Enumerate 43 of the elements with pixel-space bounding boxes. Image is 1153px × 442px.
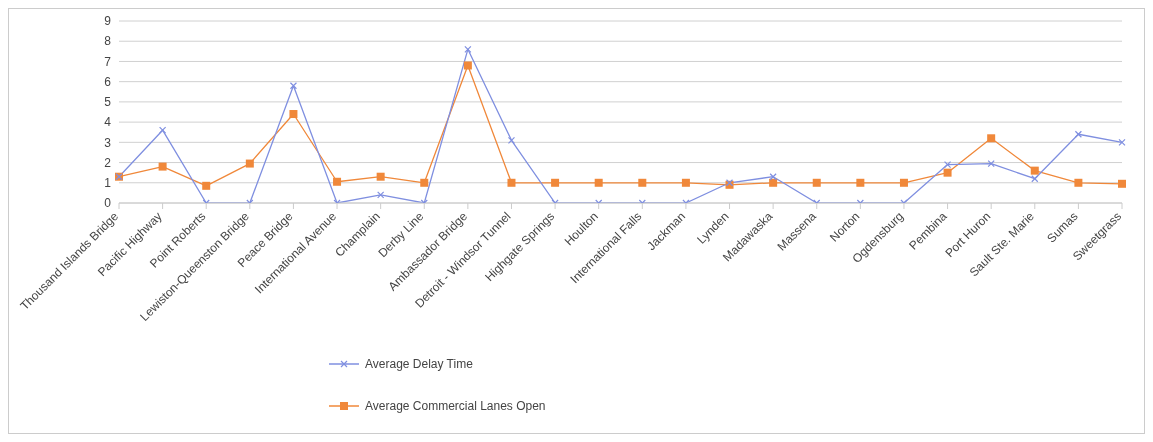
- y-tick-label: 0: [104, 196, 112, 211]
- y-tick-label: 7: [104, 54, 112, 69]
- point: [943, 168, 952, 177]
- point: [507, 136, 516, 144]
- point: [377, 191, 385, 199]
- point: [1118, 179, 1126, 188]
- y-tick-label: 1: [104, 176, 112, 191]
- point: [1030, 166, 1039, 175]
- point: [159, 126, 167, 134]
- point: [158, 162, 167, 171]
- y-tick-label: 3: [104, 135, 112, 150]
- point: [420, 178, 429, 187]
- point: [987, 159, 995, 168]
- point: [464, 45, 472, 53]
- y-tick-label: 9: [104, 14, 112, 29]
- point: [289, 110, 298, 119]
- point: [202, 181, 211, 190]
- point: [638, 178, 647, 187]
- point: [1074, 178, 1083, 187]
- y-tick-label: 5: [104, 95, 112, 110]
- point: [899, 178, 908, 187]
- point: [1118, 138, 1126, 146]
- y-tick-label: 4: [104, 115, 112, 130]
- y-tick-label: 2: [104, 155, 112, 170]
- legend-label: Average Commercial Lanes Open: [365, 399, 546, 413]
- point: [551, 178, 560, 187]
- point: [769, 173, 777, 181]
- point: [594, 178, 603, 187]
- point: [463, 61, 472, 70]
- y-tick-label: 6: [104, 74, 112, 89]
- point: [1074, 130, 1082, 138]
- point: [333, 177, 342, 186]
- point: [769, 178, 778, 187]
- point: [856, 178, 865, 187]
- point: [376, 172, 385, 181]
- point: [507, 178, 516, 187]
- legend-label: Average Delay Time: [365, 357, 473, 371]
- point: [681, 178, 690, 187]
- point: [987, 134, 996, 143]
- y-tick-label: 8: [104, 34, 112, 49]
- point: [245, 159, 254, 168]
- point: [812, 178, 821, 187]
- point: [289, 82, 298, 90]
